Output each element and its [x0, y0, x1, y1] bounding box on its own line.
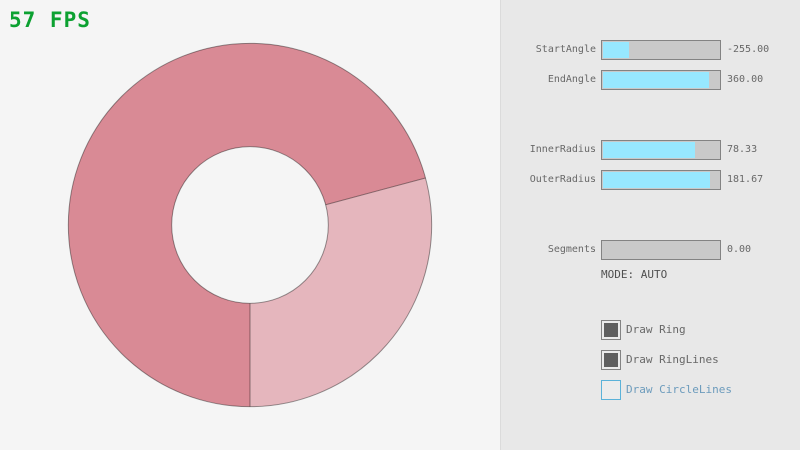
- slider-outerradius-value: 181.67: [727, 174, 764, 185]
- checkbox-row-draw-ringlines: Draw RingLines: [501, 350, 800, 370]
- fps-counter: 57 FPS: [9, 8, 91, 32]
- slider-startangle-label: StartAngle: [535, 44, 596, 55]
- slider-startangle-fill: [603, 42, 629, 58]
- slider-startangle-track[interactable]: [601, 40, 721, 60]
- slider-endangle-label: EndAngle: [547, 74, 596, 85]
- slider-innerradius-label: InnerRadius: [529, 144, 596, 155]
- draw-circlelines-checkbox[interactable]: [601, 380, 621, 400]
- slider-outerradius-fill: [603, 172, 711, 188]
- slider-endangle-track[interactable]: [601, 70, 721, 90]
- slider-startangle-value: -255.00: [727, 44, 770, 55]
- slider-segments-value: 0.00: [727, 244, 752, 255]
- ring-outline: [171, 146, 329, 304]
- slider-segments-label: Segments: [547, 244, 596, 255]
- draw-ringlines-checkbox[interactable]: [601, 350, 621, 370]
- slider-row-startangle: StartAngle -255.00: [501, 40, 800, 60]
- slider-row-segments: Segments 0.00: [501, 240, 800, 260]
- slider-endangle-fill: [603, 72, 710, 88]
- slider-innerradius-fill: [603, 142, 696, 158]
- ring-sector: [68, 43, 426, 407]
- checkbox-row-draw-circlelines: Draw CircleLines: [501, 380, 800, 400]
- slider-row-endangle: EndAngle 360.00: [501, 70, 800, 90]
- slider-segments-track[interactable]: [601, 240, 721, 260]
- slider-outerradius-track[interactable]: [601, 170, 721, 190]
- slider-innerradius-value: 78.33: [727, 144, 758, 155]
- draw-ring-checkbox[interactable]: [601, 320, 621, 340]
- slider-innerradius-track[interactable]: [601, 140, 721, 160]
- checkbox-row-draw-ring: Draw Ring: [501, 320, 800, 340]
- draw-ring-label: Draw Ring: [626, 323, 686, 336]
- ring-radial-line: [325, 177, 426, 206]
- slider-outerradius-label: OuterRadius: [529, 174, 596, 185]
- ring-sector: [250, 177, 432, 407]
- mode-label: MODE: AUTO: [601, 268, 668, 281]
- control-panel: StartAngle -255.00 EndAngle 360.00 Inner…: [500, 0, 800, 450]
- slider-row-outerradius: OuterRadius 181.67: [501, 170, 800, 190]
- draw-circlelines-label: Draw CircleLines: [626, 383, 732, 396]
- slider-row-innerradius: InnerRadius 78.33: [501, 140, 800, 160]
- slider-endangle-value: 360.00: [727, 74, 764, 85]
- draw-ringlines-label: Draw RingLines: [626, 353, 719, 366]
- ring-outline: [67, 42, 433, 408]
